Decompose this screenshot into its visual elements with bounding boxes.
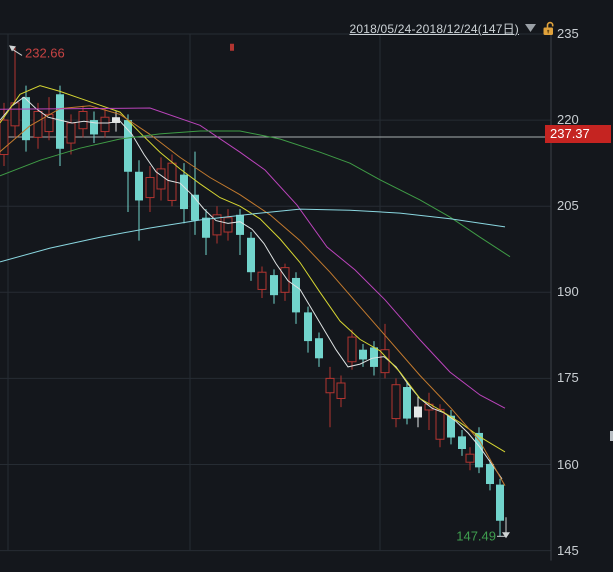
price-marker-badge: 237.37	[545, 124, 611, 143]
date-range-control[interactable]: 2018/05/24-2018/12/24(147日)	[349, 20, 557, 36]
candle[interactable]	[270, 275, 278, 296]
low-price-label: 147.49	[456, 528, 496, 543]
candle[interactable]	[247, 237, 255, 273]
ma-line-ma5	[0, 96, 503, 480]
candle[interactable]	[90, 120, 98, 135]
candle[interactable]	[414, 406, 422, 418]
date-range-label[interactable]: 2018/05/24-2018/12/24(147日)	[349, 21, 519, 36]
candle[interactable]	[496, 484, 504, 521]
candle[interactable]	[359, 349, 367, 360]
stray-tick	[230, 43, 234, 51]
candle[interactable]	[112, 117, 120, 123]
candle[interactable]	[304, 312, 312, 342]
candle[interactable]	[257, 271, 267, 290]
candle[interactable]	[236, 214, 244, 235]
candle[interactable]	[124, 120, 132, 172]
low-arrow-head	[502, 532, 510, 539]
candle[interactable]	[325, 377, 335, 394]
unlock-icon[interactable]	[542, 21, 557, 36]
candle[interactable]	[315, 338, 323, 359]
candle[interactable]	[33, 110, 43, 138]
candle[interactable]	[100, 116, 110, 133]
candle[interactable]	[465, 453, 475, 463]
candle[interactable]	[370, 347, 378, 367]
candle[interactable]	[403, 387, 411, 419]
candle[interactable]	[347, 336, 357, 363]
candle[interactable]	[458, 436, 466, 450]
candle[interactable]	[475, 432, 483, 468]
candle[interactable]	[447, 415, 455, 438]
candle[interactable]	[336, 382, 346, 399]
ma-line-ma10	[0, 85, 506, 453]
ma-line-ma250	[0, 208, 506, 263]
candle[interactable]	[135, 171, 143, 201]
candle[interactable]	[292, 277, 300, 313]
ma-line-ma60	[0, 107, 506, 409]
candle[interactable]	[156, 168, 166, 190]
candle[interactable]	[66, 122, 76, 144]
ma-line-ma120	[0, 130, 511, 258]
candle[interactable]	[435, 408, 445, 440]
candle[interactable]	[486, 463, 494, 485]
candle[interactable]	[56, 94, 64, 149]
chevron-down-icon[interactable]	[524, 23, 537, 33]
candle[interactable]	[180, 174, 188, 210]
high-arrow-head	[9, 45, 16, 52]
candle[interactable]	[191, 194, 199, 221]
candle[interactable]	[212, 214, 222, 236]
candle[interactable]	[78, 110, 88, 130]
right-edge-marker	[610, 431, 613, 441]
candle[interactable]	[10, 102, 20, 127]
candle[interactable]	[145, 177, 155, 199]
candle[interactable]	[22, 97, 30, 141]
candle[interactable]	[0, 119, 9, 156]
candle[interactable]	[280, 267, 290, 293]
candle[interactable]	[391, 384, 401, 420]
candle[interactable]	[223, 217, 233, 233]
high-price-label: 232.66	[25, 45, 65, 60]
candle[interactable]	[202, 217, 210, 238]
ma-line-ma20	[0, 105, 506, 486]
